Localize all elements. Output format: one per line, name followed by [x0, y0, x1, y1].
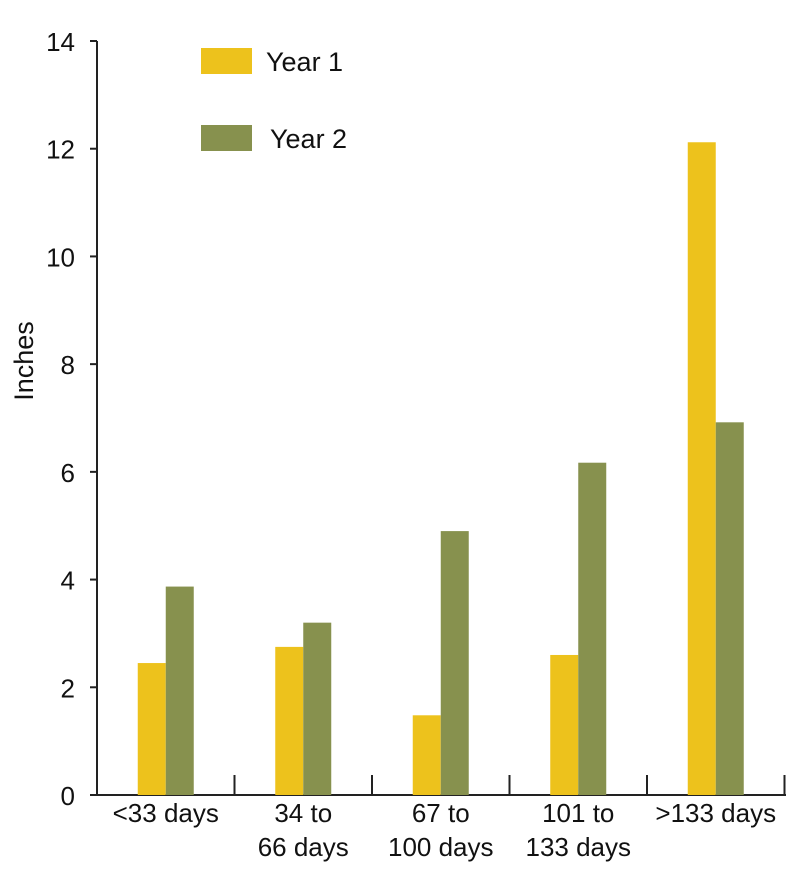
y-tick-label: 10 — [46, 242, 75, 272]
x-tick-label: 67 to 100 days — [388, 798, 494, 862]
bar-year-1 — [275, 646, 304, 795]
y-tick-label: 0 — [61, 781, 75, 811]
y-axis-label: Inches — [9, 321, 39, 401]
bar-year-2 — [578, 462, 607, 795]
x-axis-ticks: <33 days 34 to 66 days 67 to 100 days 101 to 1… — [113, 775, 786, 862]
bar-year-1 — [137, 663, 166, 795]
x-tick-label: 34 to 66 days — [258, 798, 349, 862]
bar-year-2 — [715, 422, 744, 795]
bar-year-2 — [165, 586, 194, 795]
legend-label: Year 1 — [266, 47, 343, 77]
y-tick-label: 8 — [61, 350, 75, 380]
legend-label: Year 2 — [270, 124, 347, 154]
y-tick-label: 2 — [61, 673, 75, 703]
y-tick-label: 14 — [46, 27, 75, 57]
y-tick-label: 6 — [61, 458, 75, 488]
legend-swatch — [201, 125, 252, 151]
y-tick-label: 4 — [61, 566, 75, 596]
bar-year-1 — [687, 142, 716, 795]
legend-swatch — [201, 48, 252, 74]
y-tick-label: 12 — [46, 135, 75, 165]
bar-year-2 — [440, 531, 469, 795]
x-tick-label: >133 days — [655, 798, 776, 828]
bar-year-2 — [303, 622, 332, 795]
bar-year-1 — [412, 715, 441, 795]
bar-year-1 — [550, 654, 579, 795]
x-tick-label: <33 days — [113, 798, 219, 828]
x-tick-label: 101 to 133 days — [525, 798, 631, 862]
legend: Year 1 Year 2 — [201, 47, 347, 154]
bars — [137, 142, 744, 795]
y-axis-ticks: 0 2 4 6 8 10 12 14 — [46, 27, 97, 811]
